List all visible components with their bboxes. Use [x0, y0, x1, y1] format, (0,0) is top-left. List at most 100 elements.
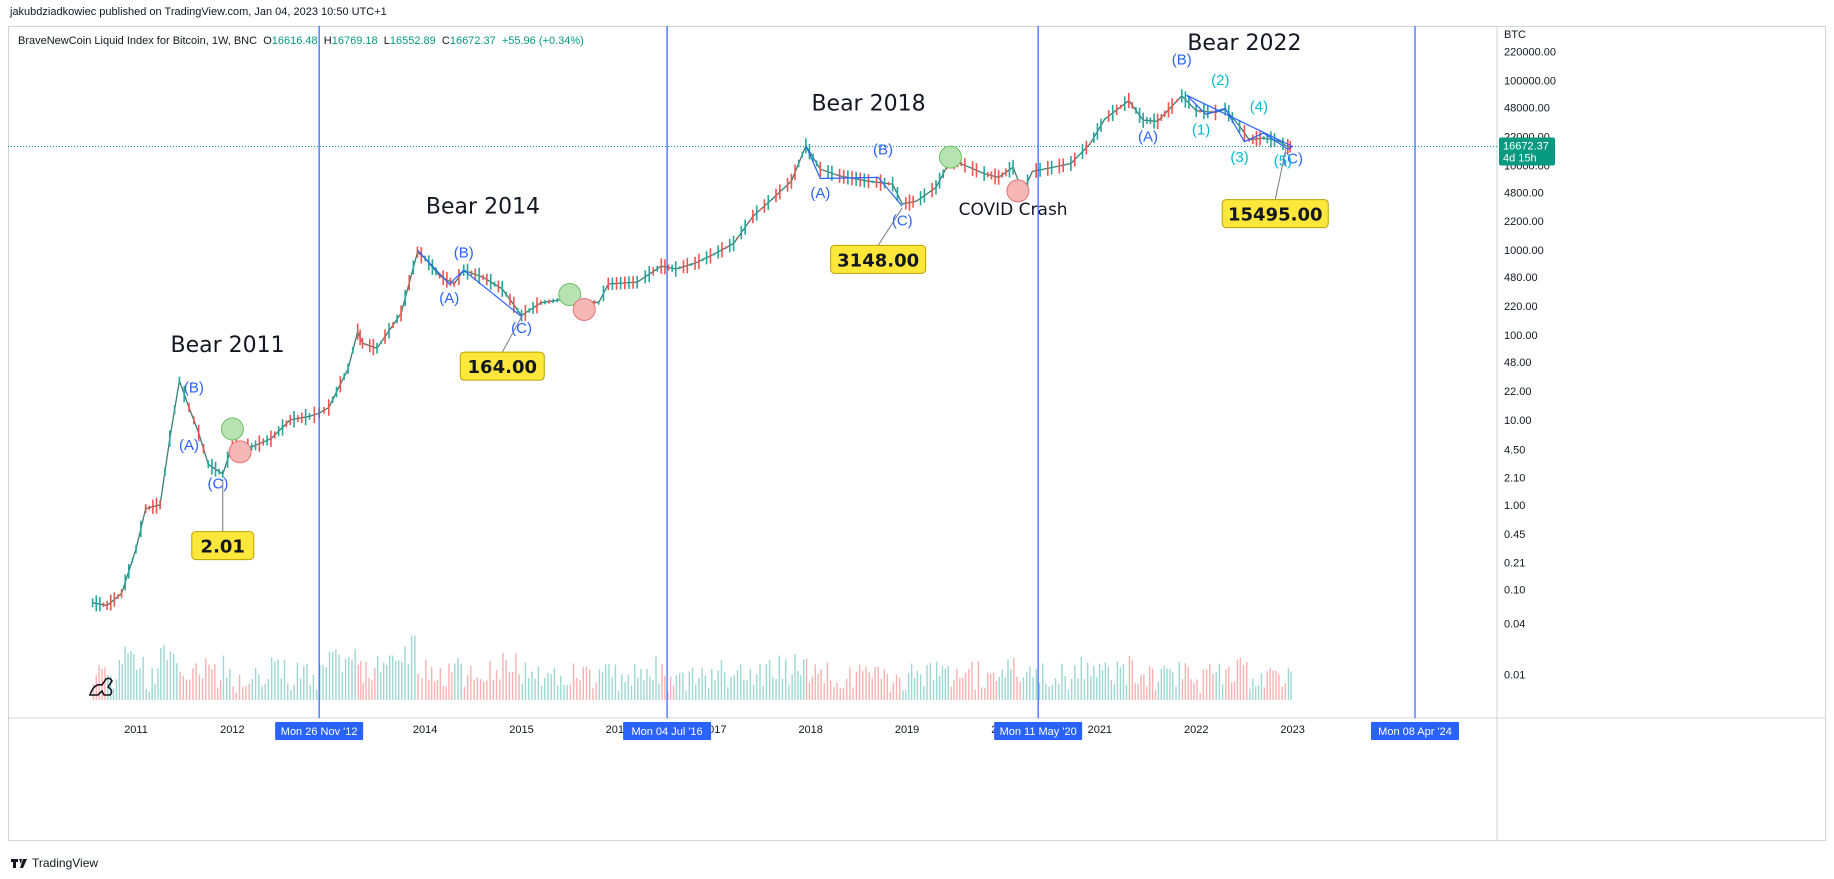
volume-bar: [283, 659, 286, 700]
volume-bar: [646, 668, 648, 700]
volume-bar: [711, 669, 713, 700]
volume-bar: [527, 677, 530, 700]
volume-bar: [682, 672, 684, 700]
change-value: +55.96 (+0.34%): [501, 35, 584, 47]
volume-bar: [1067, 689, 1070, 700]
volume-bar: [736, 670, 739, 700]
volume-bar: [1281, 686, 1283, 700]
volume-bar: [849, 667, 851, 700]
volume-bar: [829, 680, 832, 700]
y-tick-label: 0.01: [1504, 669, 1525, 681]
volume-bar: [357, 664, 360, 700]
volume-bar: [185, 679, 188, 700]
volume-bar: [956, 668, 958, 700]
volume-bar: [348, 656, 350, 700]
footer-brand[interactable]: TradingView: [10, 856, 98, 870]
chart-frame[interactable]: [8, 26, 1826, 841]
volume-bar: [1228, 666, 1230, 700]
green-circle-marker: [938, 145, 962, 169]
chart-annotation: Bear 2022: [1187, 31, 1301, 56]
volume-bar: [962, 677, 964, 700]
wave-label: (B): [184, 380, 204, 397]
y-tick-label: 48.00: [1504, 357, 1532, 369]
volume-bar: [1269, 667, 1271, 700]
volume-bar: [929, 663, 931, 700]
volume-bar: [1025, 671, 1028, 700]
volume-bar: [667, 691, 669, 700]
volume-bar: [913, 678, 916, 700]
volume-bar: [261, 686, 263, 700]
low-value: 16552.89: [389, 35, 436, 47]
volume-bar: [959, 678, 961, 700]
volume-bar: [163, 644, 165, 700]
volume-bar: [436, 679, 439, 700]
symbol-title[interactable]: BraveNewCoin Liquid Index for Bitcoin, 1…: [18, 35, 258, 47]
y-tick-label: 4800.00: [1504, 187, 1544, 199]
volume-bar: [407, 664, 410, 700]
volume-bar: [189, 679, 191, 700]
volume-bar: [214, 664, 216, 700]
volume-bar: [274, 661, 276, 700]
volume-bar: [1260, 673, 1263, 700]
volume-bar: [322, 664, 324, 700]
volume-bar: [401, 661, 403, 700]
volume-bar: [811, 676, 814, 700]
volume-bar: [414, 635, 416, 700]
volume-bar: [749, 669, 752, 700]
volume-bar: [309, 685, 311, 700]
volume-bar: [473, 679, 475, 700]
y-tick-label: 48000.00: [1504, 103, 1550, 115]
volume-bar: [784, 659, 787, 700]
date-tag-box: [623, 722, 712, 740]
volume-bar: [775, 678, 777, 700]
volume-bar: [1143, 674, 1145, 700]
volume-bar: [1048, 686, 1050, 700]
volume-bar: [855, 671, 858, 700]
chart-annotation: Bear 2018: [811, 92, 925, 117]
volume-bar: [511, 671, 514, 700]
volume-bar: [1199, 693, 1201, 700]
volume-bar: [1004, 677, 1006, 700]
volume-bar: [926, 664, 928, 700]
volume-bar: [211, 669, 213, 700]
volume-bar: [1187, 666, 1189, 700]
volume-bar: [1263, 687, 1266, 700]
x-tick-label: 2012: [220, 724, 244, 736]
volume-bar: [166, 660, 168, 700]
volume-bar: [451, 671, 453, 700]
volume-bar: [1272, 670, 1274, 700]
volume-bar: [1029, 666, 1031, 700]
volume-bar: [1230, 682, 1233, 700]
volume-bar: [797, 671, 799, 700]
volume-bar: [1252, 678, 1254, 700]
volume-bar: [1172, 672, 1174, 700]
volume-bar: [1104, 662, 1107, 700]
volume-bar: [1146, 686, 1148, 700]
wave-connector-line: [805, 145, 903, 207]
volume-bar: [1035, 669, 1037, 700]
volume-bar: [675, 675, 678, 700]
volume-bar: [1257, 685, 1260, 700]
volume-bar: [1175, 686, 1177, 700]
volume-bar: [1287, 668, 1290, 700]
volume-bar: [1058, 684, 1060, 700]
volume-bar: [1239, 657, 1241, 700]
volume-bar: [293, 684, 295, 700]
symbol-legend[interactable]: BraveNewCoin Liquid Index for Bitcoin, 1…: [18, 35, 584, 47]
price-callout-box: [1221, 199, 1329, 229]
tradingview-logo-icon: [11, 859, 27, 868]
volume-bar: [176, 663, 178, 700]
volume-bar: [1070, 678, 1073, 700]
volume-bar: [351, 659, 353, 700]
volume-bar: [290, 689, 292, 700]
volume-bar: [1116, 661, 1119, 700]
volume-bar: [389, 655, 391, 700]
volume-bar: [605, 664, 607, 700]
volume-bar: [1212, 673, 1214, 700]
volume-bar: [1134, 683, 1136, 700]
volume-bar: [823, 683, 825, 700]
volume-bar: [341, 672, 344, 700]
volume-bar: [1086, 662, 1089, 700]
volume-bar: [145, 688, 148, 700]
